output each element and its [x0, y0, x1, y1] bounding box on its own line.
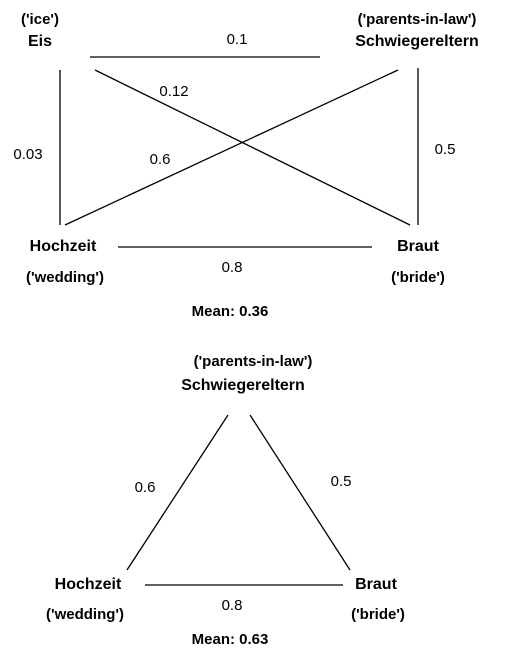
- edge: [64, 69, 399, 226]
- node-gloss: ('bride'): [391, 269, 445, 286]
- edge-weight: 0.6: [150, 151, 171, 168]
- node-gloss: ('ice'): [21, 11, 59, 28]
- edge-weight: 0.1: [227, 31, 248, 48]
- mean: Mean: 0.36: [192, 303, 269, 320]
- edge: [126, 414, 229, 571]
- node-label: Schwiegereltern: [355, 33, 479, 50]
- node-gloss: ('wedding'): [46, 606, 124, 623]
- edge-weight: 0.5: [435, 141, 456, 158]
- node-gloss: ('wedding'): [26, 269, 104, 286]
- node-gloss: ('parents-in-law'): [194, 353, 313, 370]
- edge-weight: 0.8: [222, 597, 243, 614]
- node-label: Schwiegereltern: [181, 377, 305, 394]
- edge-weight: 0.12: [159, 83, 188, 100]
- edge: [249, 414, 351, 571]
- edge-weight: 0.03: [13, 146, 42, 163]
- edge: [94, 69, 411, 226]
- edge-weight: 0.8: [222, 259, 243, 276]
- node-label: Hochzeit: [30, 238, 97, 255]
- edge-weight: 0.5: [331, 473, 352, 490]
- mean: Mean: 0.63: [192, 631, 269, 648]
- node-label: Braut: [355, 576, 397, 593]
- node-gloss: ('bride'): [351, 606, 405, 623]
- node-label: Eis: [28, 33, 52, 50]
- node-gloss: ('parents-in-law'): [358, 11, 477, 28]
- node-label: Braut: [397, 238, 439, 255]
- edge-weight: 0.6: [135, 479, 156, 496]
- node-label: Hochzeit: [55, 576, 122, 593]
